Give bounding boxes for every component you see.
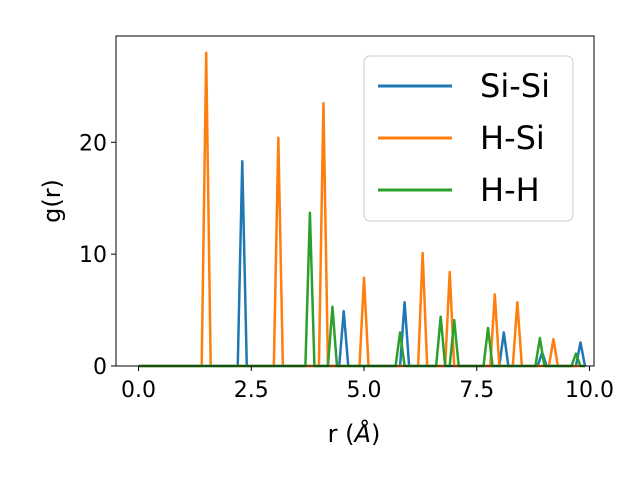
legend-label-si-si: Si-Si [480, 67, 550, 105]
x-tick-label: 7.5 [459, 378, 494, 403]
y-tick-label: 0 [93, 355, 107, 380]
x-tick-label: 10.0 [565, 378, 614, 403]
legend-label-h-si: H-Si [480, 119, 545, 157]
x-axis-ticks: 0.0 2.5 5.0 7.5 10.0 [121, 366, 614, 403]
y-tick-label: 10 [79, 243, 107, 268]
y-tick-label: 20 [79, 131, 107, 156]
x-tick-label: 0.0 [121, 378, 156, 403]
x-tick-label: 5.0 [347, 378, 382, 403]
x-axis-label: r (Å) [328, 419, 381, 448]
y-axis-ticks: 0 10 20 [79, 131, 116, 380]
legend: Si-Si H-Si H-H [363, 55, 574, 222]
series-line-h-si [138, 51, 585, 368]
x-tick-label: 2.5 [234, 378, 269, 403]
y-axis-label: g(r) [38, 179, 66, 223]
legend-label-h-h: H-H [480, 171, 540, 209]
legend-box [363, 55, 574, 222]
plot-frame [115, 35, 595, 367]
